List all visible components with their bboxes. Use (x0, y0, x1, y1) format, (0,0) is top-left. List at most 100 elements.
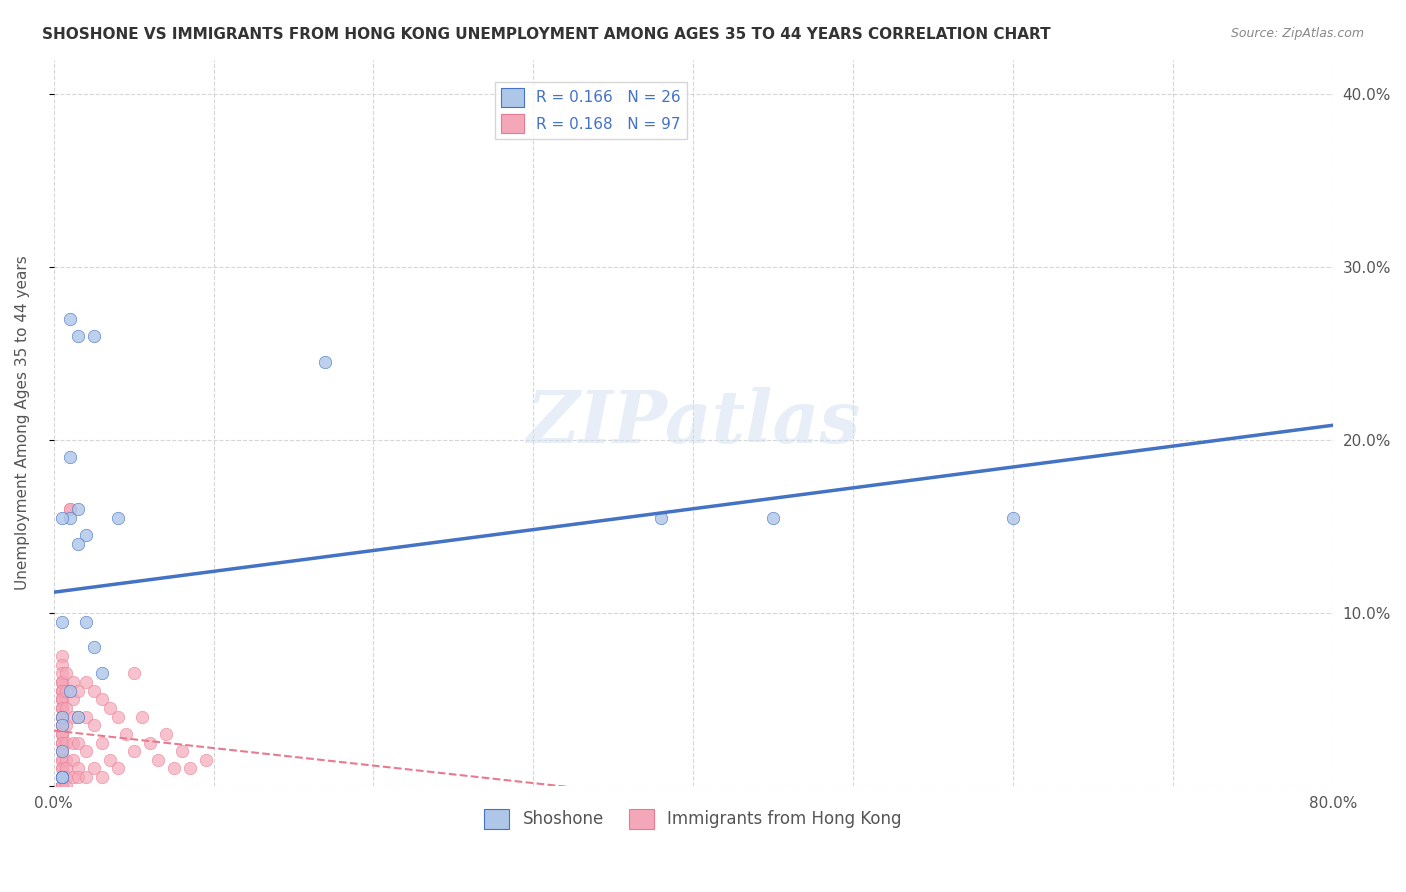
Point (51, 701, 73, 715)
Point (83, 718, 105, 732)
Point (51, 779, 73, 793)
Point (51, 779, 73, 793)
Point (51, 718, 73, 732)
Point (51, 701, 73, 715)
Point (55, 779, 77, 793)
Point (83, 683, 105, 698)
Point (51, 709, 73, 723)
Point (55, 762, 77, 776)
Point (51, 770, 73, 784)
Point (51, 615, 73, 629)
Point (51, 735, 73, 749)
Point (51, 727, 73, 741)
Point (66, 502, 89, 516)
Point (59, 683, 82, 698)
Point (66, 329, 89, 343)
Point (51, 683, 73, 698)
Point (314, 355, 336, 369)
Point (51, 683, 73, 698)
Point (51, 718, 73, 732)
Point (51, 779, 73, 793)
Point (138, 735, 160, 749)
Point (51, 735, 73, 749)
Point (62, 709, 84, 723)
Point (51, 770, 73, 784)
Point (51, 683, 73, 698)
Point (51, 770, 73, 784)
Point (51, 753, 73, 767)
Point (51, 675, 73, 690)
Point (51, 779, 73, 793)
Point (51, 762, 73, 776)
Point (90, 692, 112, 706)
Point (51, 779, 73, 793)
Point (51, 779, 73, 793)
Point (51, 692, 73, 706)
Point (66, 537, 89, 551)
Point (107, 709, 129, 723)
Point (114, 727, 136, 741)
Point (51, 657, 73, 672)
Text: SHOSHONE VS IMMIGRANTS FROM HONG KONG UNEMPLOYMENT AMONG AGES 35 TO 44 YEARS COR: SHOSHONE VS IMMIGRANTS FROM HONG KONG UN… (42, 27, 1050, 42)
Point (98, 701, 121, 715)
Point (650, 510, 672, 524)
Point (51, 770, 73, 784)
Point (51, 675, 73, 690)
Point (62, 753, 84, 767)
Point (75, 675, 97, 690)
Point (162, 762, 184, 776)
Point (51, 744, 73, 758)
Point (51, 779, 73, 793)
Point (51, 770, 73, 784)
Point (66, 709, 89, 723)
Point (107, 510, 129, 524)
Point (51, 779, 73, 793)
Point (51, 762, 73, 776)
Point (51, 744, 73, 758)
Point (170, 744, 193, 758)
Point (90, 735, 112, 749)
Point (51, 709, 73, 723)
Point (146, 753, 169, 767)
Point (51, 666, 73, 681)
Point (51, 649, 73, 664)
Point (51, 727, 73, 741)
Point (75, 528, 97, 542)
Point (55, 666, 77, 681)
Point (51, 779, 73, 793)
Point (51, 692, 73, 706)
Point (59, 312, 82, 326)
Point (51, 675, 73, 690)
Point (51, 779, 73, 793)
Point (122, 666, 145, 681)
Point (51, 735, 73, 749)
Point (75, 770, 97, 784)
Point (762, 510, 785, 524)
Point (59, 450, 82, 465)
Point (55, 770, 77, 784)
Point (51, 718, 73, 732)
Text: ZIPatlas: ZIPatlas (526, 387, 860, 458)
Point (62, 675, 84, 690)
Point (51, 744, 73, 758)
Point (51, 727, 73, 741)
Point (55, 735, 77, 749)
Legend: Shoshone, Immigrants from Hong Kong: Shoshone, Immigrants from Hong Kong (478, 802, 908, 836)
Point (51, 779, 73, 793)
Point (75, 709, 97, 723)
Point (131, 709, 153, 723)
Point (83, 762, 105, 776)
Point (66, 762, 89, 776)
Point (66, 683, 89, 698)
Point (194, 753, 217, 767)
Point (51, 779, 73, 793)
Point (51, 701, 73, 715)
Point (179, 762, 201, 776)
Point (51, 718, 73, 732)
Point (62, 692, 84, 706)
Point (122, 744, 145, 758)
Point (51, 753, 73, 767)
Point (55, 683, 77, 698)
Point (66, 709, 89, 723)
Point (55, 753, 77, 767)
